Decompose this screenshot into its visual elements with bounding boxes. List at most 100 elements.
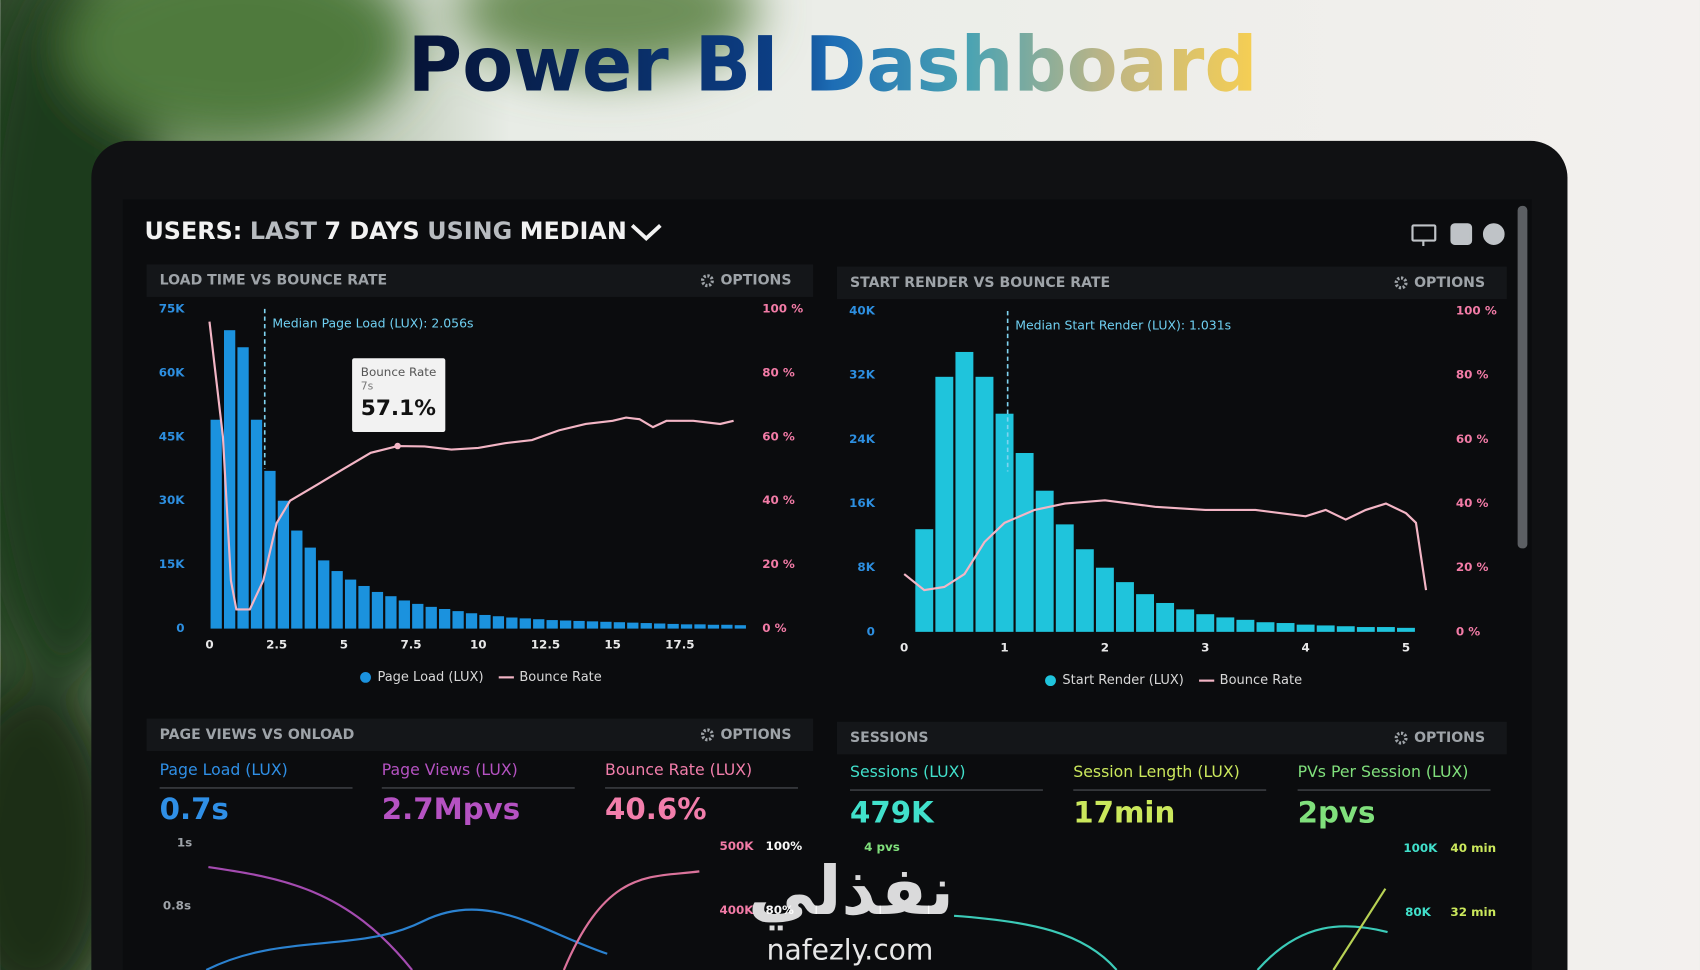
chart: LOAD TIME VS BOUNCE RATE OPTIONS 0 15K 30K 45… — [146, 264, 814, 685]
x-tick-label: 0 — [205, 637, 213, 651]
bar — [1316, 625, 1335, 632]
watermark-url: nafezly.com — [767, 934, 934, 967]
bar — [1276, 623, 1295, 632]
bar — [344, 579, 357, 629]
tooltip-point — [394, 442, 401, 450]
bar — [546, 620, 558, 629]
bar — [1376, 627, 1395, 632]
y2-tick-label: 60 % — [1456, 432, 1489, 446]
bar — [613, 622, 626, 629]
bar — [465, 613, 478, 629]
gear-icon — [1394, 276, 1408, 290]
y-tick-label: 16K — [849, 496, 876, 510]
axis-label: 80K — [1405, 905, 1432, 919]
metric-label: Session Length (LUX) — [1073, 762, 1240, 781]
options-button[interactable]: OPTIONS — [1414, 275, 1485, 291]
screen — [122, 199, 1532, 970]
bar — [1397, 627, 1415, 632]
heading-part: 7 DAYS — [324, 216, 419, 244]
options-button[interactable]: OPTIONS — [1414, 730, 1485, 746]
axis-label: 32 min — [1450, 905, 1496, 919]
y-tick-label: 75K — [159, 301, 186, 315]
bar — [1055, 524, 1074, 632]
bar — [331, 571, 343, 629]
options-button[interactable]: OPTIONS — [720, 727, 791, 743]
bar — [1296, 624, 1315, 632]
page-title: Power BI Dashboard — [408, 20, 1258, 108]
panel-title: PAGE VIEWS VS ONLOAD — [160, 727, 355, 743]
axis-label: 400K — [719, 903, 754, 917]
bar — [734, 625, 746, 629]
decor-curve — [208, 865, 413, 970]
bar — [318, 560, 330, 629]
tooltip-x: 7s — [361, 379, 374, 392]
bar — [1035, 490, 1054, 632]
x-tick-label: 10 — [470, 637, 487, 651]
bar — [237, 347, 249, 629]
metric-label: PVs Per Session (LUX) — [1298, 762, 1469, 781]
metric-value: 479K — [850, 795, 935, 829]
y-tick-label: 45K — [159, 429, 186, 443]
y2-tick-label: 0 % — [1456, 624, 1480, 638]
legend-label: Bounce Rate — [519, 670, 601, 685]
bar — [425, 606, 437, 629]
y-tick-label: 0 — [176, 621, 184, 635]
bar — [291, 530, 303, 629]
axis-label: 100% — [765, 839, 802, 853]
decor-curve — [205, 908, 608, 970]
bar — [586, 621, 599, 629]
y-tick-label: 8K — [857, 560, 875, 574]
axis-label: 100K — [1403, 841, 1438, 855]
metric-label: Page Views (LUX) — [382, 760, 518, 779]
y-tick-label: 40K — [849, 304, 876, 318]
line — [208, 321, 734, 611]
bar — [915, 529, 934, 632]
bar — [506, 617, 518, 629]
bar — [1356, 627, 1375, 632]
bar — [412, 603, 424, 629]
share-icon[interactable] — [1450, 223, 1473, 245]
options-button[interactable]: OPTIONS — [720, 273, 791, 289]
metric-value: 0.7s — [160, 792, 229, 826]
bar — [600, 621, 612, 629]
bar — [640, 623, 652, 629]
panel-title: LOAD TIME VS BOUNCE RATE — [160, 273, 387, 289]
y2-tick-label: 60 % — [762, 429, 795, 443]
panel-title: SESSIONS — [850, 730, 929, 746]
tooltip-box — [352, 358, 446, 432]
bar — [371, 591, 384, 629]
y2-tick-label: 40 % — [762, 493, 795, 507]
bar — [304, 547, 316, 629]
help-icon[interactable] — [1482, 223, 1505, 245]
y2-tick-label: 20 % — [762, 557, 795, 571]
dropdown-chevron[interactable] — [630, 224, 662, 242]
bar — [955, 351, 974, 632]
x-tick-label: 17.5 — [665, 637, 694, 651]
scrollbar[interactable] — [1517, 205, 1528, 549]
axis-label: 80% — [765, 903, 794, 917]
median-annotation: Median Start Render (LUX): 1.031s — [1015, 318, 1231, 333]
metric-value: 40.6% — [605, 792, 706, 826]
panel: SESSIONS OPTIONS Sessions (LUX) 479K Session… — [836, 721, 1507, 919]
legend-swatch — [360, 671, 371, 683]
heading-part: USERS: — [144, 216, 242, 244]
bar — [277, 500, 290, 629]
tooltip-title: Bounce Rate — [361, 365, 437, 379]
gear-icon — [700, 728, 714, 742]
panel-header — [146, 264, 814, 297]
bar — [654, 623, 666, 629]
y2-tick-label: 100 % — [762, 301, 803, 315]
y-tick-label: 60K — [159, 365, 186, 379]
bar — [519, 618, 531, 629]
median-annotation: Median Page Load (LUX): 2.056s — [272, 316, 473, 331]
panel-header — [836, 266, 1507, 300]
bar — [975, 376, 994, 632]
x-tick-label: 3 — [1201, 641, 1209, 655]
decor-curves — [205, 865, 1388, 970]
x-tick-label: 5 — [1402, 641, 1410, 655]
tooltip-value: 57.1% — [361, 396, 436, 421]
axis-label: 1s — [177, 836, 192, 850]
gear-icon — [700, 274, 714, 288]
axis-label: 500K — [719, 839, 754, 853]
